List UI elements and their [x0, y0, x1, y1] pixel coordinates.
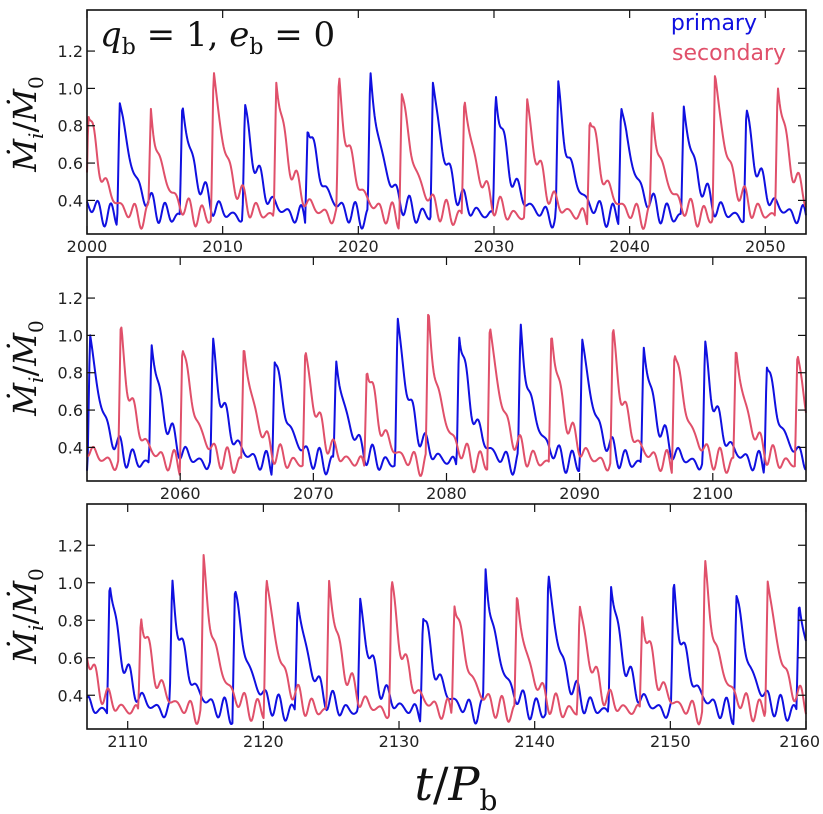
- y-tick-label: 0.6: [58, 401, 83, 420]
- legend-secondary: secondary: [672, 41, 786, 66]
- axes-frame: [86, 256, 807, 482]
- y-tick-label: 0.8: [58, 117, 83, 136]
- y-tick-label: 1.0: [58, 326, 83, 345]
- ylabel-bottom: Ṁi/Ṁ0: [6, 568, 48, 664]
- x-tick-label: 2100: [692, 484, 733, 503]
- x-tick-label: 2120: [243, 732, 284, 751]
- series-primary: [86, 317, 807, 476]
- x-tick-label: 2070: [293, 484, 334, 503]
- y-tick-label: 1.2: [58, 42, 83, 61]
- y-tick-label: 0.4: [58, 438, 83, 457]
- svg-text:Ṁi/Ṁ0: Ṁi/Ṁ0: [6, 568, 48, 664]
- x-tick-label: 2040: [609, 237, 650, 256]
- y-tick-label: 1.0: [58, 574, 83, 593]
- x-tick-label: 2030: [474, 237, 515, 256]
- x-tick-label: 2150: [650, 732, 691, 751]
- x-tick-label: 2160: [779, 732, 820, 751]
- y-tick-label: 0.4: [58, 191, 83, 210]
- y-tick-label: 0.8: [58, 611, 83, 630]
- panel-top: 0.4 0.6 0.8 1.0 1.2 2000 2010 2020 2030 2040 2050: [58, 9, 807, 256]
- xlabel: t/Pb: [415, 757, 498, 814]
- axes-frame: [86, 503, 807, 730]
- x-tick-label: 2010: [202, 237, 243, 256]
- x-tick-label: 2090: [559, 484, 600, 503]
- y-tick-label: 1.2: [58, 289, 83, 308]
- y-tick-label: 0.8: [58, 364, 83, 383]
- series-secondary: [86, 72, 807, 230]
- x-tick-label: 2130: [379, 732, 420, 751]
- x-tick-label: 2060: [160, 484, 201, 503]
- panel-middle: 0.4 0.6 0.8 1.0 1.2 2060 2070 2080 2090 2100: [58, 256, 807, 503]
- y-tick-label: 0.6: [58, 154, 83, 173]
- axes-frame: [86, 9, 807, 235]
- x-tick-label: 2140: [514, 732, 555, 751]
- x-tick-label: 2110: [107, 732, 148, 751]
- x-tick-label: 2020: [338, 237, 379, 256]
- y-tick-label: 1.0: [58, 79, 83, 98]
- panel-bottom: 0.4 0.6 0.8 1.0 1.2 2110 2120 2130 2140 2150 2160: [58, 503, 820, 751]
- series-secondary: [86, 313, 807, 477]
- x-tick-label: 2050: [745, 237, 786, 256]
- series-secondary: [86, 554, 807, 726]
- svg-text:Ṁi/Ṁ0: Ṁi/Ṁ0: [6, 76, 48, 172]
- series-primary: [86, 568, 807, 726]
- svg-text:Ṁi/Ṁ0: Ṁi/Ṁ0: [6, 320, 48, 416]
- x-tick-label: 2000: [67, 237, 108, 256]
- y-tick-label: 0.4: [58, 686, 83, 705]
- ylabel-middle: Ṁi/Ṁ0: [6, 320, 48, 416]
- ylabel-top: Ṁi/Ṁ0: [6, 76, 48, 172]
- x-tick-label: 2080: [426, 484, 467, 503]
- series-primary: [86, 72, 807, 230]
- y-tick-label: 0.6: [58, 649, 83, 668]
- legend-primary: primary: [671, 11, 757, 36]
- y-tick-label: 1.2: [58, 536, 83, 555]
- annotation: qb = 1, eb = 0: [100, 15, 335, 60]
